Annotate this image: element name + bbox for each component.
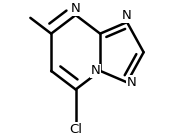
Text: N: N: [122, 9, 132, 22]
Text: N: N: [71, 2, 81, 15]
Text: Cl: Cl: [69, 123, 82, 136]
Text: N: N: [90, 64, 100, 77]
Text: N: N: [127, 76, 137, 89]
